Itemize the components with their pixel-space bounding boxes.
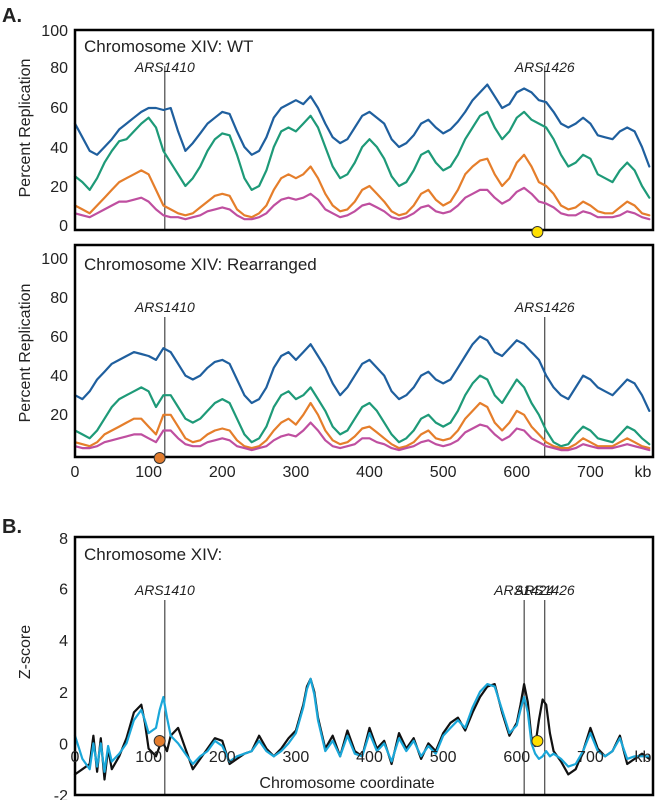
ars-label: ARS1410: [134, 299, 195, 315]
ytick-label: 8: [59, 531, 68, 548]
ytick-label: 100: [41, 251, 68, 268]
yticks-rearranged: 20 40 60 80 100: [41, 251, 68, 424]
xtick-label: 0: [71, 464, 80, 481]
ytick-label: -2: [54, 788, 68, 800]
ytick-label: 60: [50, 100, 68, 117]
yticks-zscore: -2 0 2 4 6 8: [54, 531, 68, 800]
ytick-label: 80: [50, 60, 68, 77]
markers-wt: [531, 226, 544, 238]
ytick-label: 60: [50, 329, 68, 346]
xunit-label: kb: [635, 749, 652, 766]
xtick-label: 100: [135, 749, 162, 766]
ytick-label: 20: [50, 407, 68, 424]
xtick-label: 600: [503, 464, 530, 481]
ytick-label: 4: [59, 633, 68, 650]
ytick-label: 80: [50, 290, 68, 307]
ars-label: ARS1424: [493, 582, 554, 598]
xtick-label: 400: [356, 749, 383, 766]
ytick-label: 0: [59, 736, 68, 753]
xtick-label: 300: [283, 464, 310, 481]
series-line-1: [73, 677, 651, 773]
xtick-label: 600: [503, 749, 530, 766]
yticks-wt: 0 20 40 60 80 100: [41, 23, 68, 235]
xticks-zscore: 0 100 200 300 400 500 600 700 kb: [71, 749, 652, 766]
ars-label: ARS1426: [514, 582, 575, 598]
series-line-0: [73, 335, 651, 412]
ytick-label: 40: [50, 140, 68, 157]
xtick-label: 500: [430, 749, 457, 766]
origin-marker: [531, 735, 544, 747]
ars-label: ARS1426: [514, 59, 575, 75]
xtick-label: 200: [209, 749, 236, 766]
series-rearranged: [73, 335, 651, 452]
panel-label-b: B.: [2, 516, 22, 538]
xtick-label: 200: [209, 464, 236, 481]
series-line-0: [73, 83, 651, 168]
series-line-2: [73, 153, 651, 219]
series-line-2: [73, 401, 651, 450]
xtick-label: 400: [356, 464, 383, 481]
ylabel-rearranged: Percent Replication: [17, 284, 34, 423]
xtick-label: 100: [135, 464, 162, 481]
xunit-label: kb: [635, 464, 652, 481]
origin-marker: [153, 735, 166, 747]
frame-zscore: [73, 535, 655, 797]
series-zscore: [73, 677, 651, 781]
ytick-label: 2: [59, 685, 68, 702]
xtick-label: 500: [430, 464, 457, 481]
ytick-label: 20: [50, 179, 68, 196]
markers-zscore: [153, 735, 544, 747]
title-rearranged: Chromosome XIV: Rearranged: [84, 255, 317, 274]
title-zscore: Chromosome XIV:: [84, 545, 222, 564]
frame-wt: [73, 28, 655, 232]
series-line-1: [73, 374, 651, 448]
ars-label: ARS1410: [134, 582, 195, 598]
origin-marker: [153, 452, 166, 464]
ytick-label: 0: [59, 218, 68, 235]
series-wt: [73, 83, 651, 221]
chart-wt: Percent Replication 0 20 40 60 80 100 ARS1410…: [17, 23, 655, 238]
markers-rearranged: [153, 452, 166, 464]
ytick-label: 6: [59, 582, 68, 599]
xticks-rearranged: 0 100 200 300 400 500 600 700 kb: [71, 464, 652, 481]
ylabel-wt: Percent Replication: [17, 59, 34, 198]
xlabel-zscore: Chromosome coordinate: [259, 775, 434, 792]
origin-marker: [531, 226, 544, 238]
frame-rearranged: [73, 243, 655, 459]
xtick-label: 0: [71, 749, 80, 766]
series-line-3: [73, 186, 651, 221]
title-wt: Chromosome XIV: WT: [84, 37, 253, 56]
series-line-3: [73, 421, 651, 452]
ylabel-zscore: Z-score: [17, 625, 34, 679]
ytick-label: 100: [41, 23, 68, 40]
xtick-label: 700: [577, 749, 604, 766]
series-line-1: [73, 110, 651, 199]
ars-label: ARS1426: [514, 299, 575, 315]
xtick-label: 700: [577, 464, 604, 481]
ars-label: ARS1410: [134, 59, 195, 75]
vlines-rearranged: ARS1410 ARS1426: [134, 299, 575, 457]
vlines-wt: ARS1410 ARS1426: [134, 59, 575, 230]
ytick-label: 40: [50, 368, 68, 385]
series-line-0: [73, 677, 651, 781]
xtick-label: 300: [283, 749, 310, 766]
panel-label-a: A.: [2, 5, 22, 27]
